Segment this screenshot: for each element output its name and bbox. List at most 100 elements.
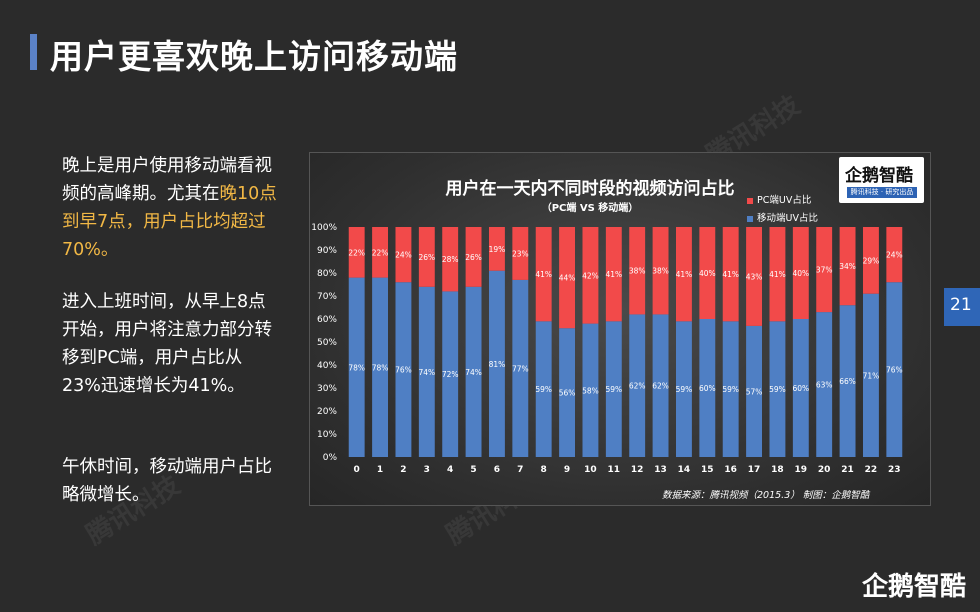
bar-pc — [816, 227, 833, 313]
bar-pc — [886, 227, 903, 283]
y-tick-label: 30% — [317, 384, 337, 394]
data-label-pc: 38% — [652, 267, 669, 276]
x-tick-label: 13 — [654, 465, 667, 475]
x-tick-label: 18 — [771, 465, 784, 475]
logo-box: 企鹅智酷 腾讯科技 · 研究出品 — [839, 157, 924, 203]
x-tick-label: 4 — [447, 465, 453, 475]
bar-mobile — [465, 286, 482, 457]
data-label-mobile: 60% — [792, 384, 809, 393]
bar-pc — [675, 227, 692, 322]
data-label-mobile: 78% — [348, 363, 365, 372]
data-label-pc: 29% — [863, 256, 880, 265]
title-accent-bar — [30, 34, 37, 70]
data-label-mobile: 56% — [559, 389, 576, 398]
x-tick-label: 12 — [631, 465, 644, 475]
data-label-pc: 22% — [348, 248, 365, 257]
data-label-mobile: 81% — [489, 360, 506, 369]
x-tick-label: 16 — [724, 465, 737, 475]
bar-pc — [769, 227, 786, 322]
y-tick-label: 40% — [317, 361, 337, 371]
data-label-pc: 41% — [769, 270, 786, 279]
data-label-pc: 38% — [629, 267, 646, 276]
bar-pc — [605, 227, 622, 322]
x-tick-label: 11 — [608, 465, 621, 475]
bar-mobile — [862, 293, 879, 457]
legend-label-mobile: 移动端UV占比 — [757, 213, 818, 224]
x-tick-label: 23 — [888, 465, 901, 475]
data-label-mobile: 59% — [676, 385, 693, 394]
data-label-pc: 28% — [442, 255, 459, 264]
data-label-pc: 19% — [489, 245, 506, 254]
data-label-pc: 34% — [839, 262, 856, 271]
y-tick-label: 50% — [317, 338, 337, 348]
bar-mobile — [372, 277, 389, 457]
data-label-mobile: 77% — [512, 364, 529, 373]
data-label-mobile: 76% — [886, 366, 903, 375]
data-label-mobile: 59% — [722, 385, 739, 394]
x-tick-label: 7 — [517, 465, 523, 475]
x-tick-label: 20 — [818, 465, 831, 475]
x-tick-label: 22 — [865, 465, 878, 475]
data-label-pc: 41% — [722, 270, 739, 279]
data-label-pc: 43% — [746, 272, 763, 281]
x-tick-label: 8 — [541, 465, 547, 475]
data-label-pc: 26% — [418, 253, 435, 262]
bar-pc — [488, 227, 505, 271]
data-label-mobile: 59% — [605, 385, 622, 394]
logo-tagline: 腾讯科技 · 研究出品 — [847, 187, 917, 198]
bar-pc — [722, 227, 739, 322]
data-label-pc: 24% — [886, 251, 903, 260]
paragraph-workhours: 进入上班时间，从早上8点开始，用户将注意力部分转移到PC端，用户占比从23%迅速… — [62, 292, 272, 396]
bar-pc — [746, 227, 763, 326]
x-tick-label: 5 — [470, 465, 476, 475]
legend-swatch-pc — [747, 197, 753, 204]
legend-item-pc: PC端UV占比 — [747, 192, 811, 206]
legend-label-pc: PC端UV占比 — [757, 195, 812, 206]
data-label-mobile: 66% — [839, 377, 856, 386]
bar-mobile — [699, 319, 716, 457]
data-label-pc: 44% — [559, 274, 576, 283]
data-label-pc: 41% — [535, 270, 552, 279]
page-title: 用户更喜欢晚上访问移动端 — [50, 37, 458, 76]
bar-mobile — [746, 325, 763, 457]
x-tick-label: 19 — [795, 465, 808, 475]
x-tick-label: 0 — [354, 465, 360, 475]
bar-mobile — [442, 291, 459, 457]
data-label-mobile: 62% — [629, 382, 646, 391]
page-number: 21 — [950, 295, 972, 315]
x-tick-label: 14 — [678, 465, 691, 475]
bar-pc — [652, 227, 669, 315]
y-tick-label: 0% — [323, 453, 338, 463]
bar-mobile — [582, 323, 599, 457]
bar-pc — [465, 227, 482, 287]
paragraph-evening-highlight: 晚10点到早7点，用户占比均超过70%。 — [62, 184, 277, 260]
bar-pc — [418, 227, 435, 287]
bar-mobile — [535, 321, 552, 457]
bar-mobile — [605, 321, 622, 457]
bar-pc — [862, 227, 879, 294]
logo-name: 企鹅智酷 — [845, 166, 913, 186]
bar-mobile — [512, 279, 529, 457]
bar-mobile — [629, 314, 646, 457]
legend-item-mobile: 移动端UV占比 — [747, 210, 818, 224]
bar-pc — [559, 227, 576, 329]
brand-logo: 企鹅智酷 — [862, 572, 967, 602]
bar-mobile — [769, 321, 786, 457]
x-tick-label: 15 — [701, 465, 714, 475]
data-label-mobile: 78% — [372, 363, 389, 372]
bar-mobile — [652, 314, 669, 457]
bar-pc — [629, 227, 646, 315]
data-label-pc: 24% — [395, 251, 412, 260]
chart-title: 用户在一天内不同时段的视频访问占比 — [445, 179, 735, 199]
y-tick-label: 90% — [317, 246, 337, 256]
paragraph-lunch: 午休时间，移动端用户占比略微增长。 — [62, 457, 272, 505]
x-tick-label: 6 — [494, 465, 500, 475]
bar-mobile — [839, 305, 856, 457]
data-label-mobile: 57% — [746, 387, 763, 396]
x-tick-label: 17 — [748, 465, 761, 475]
data-label-pc: 40% — [792, 269, 809, 278]
data-label-mobile: 63% — [816, 381, 833, 390]
bar-mobile — [722, 321, 739, 457]
data-label-pc: 37% — [816, 266, 833, 275]
